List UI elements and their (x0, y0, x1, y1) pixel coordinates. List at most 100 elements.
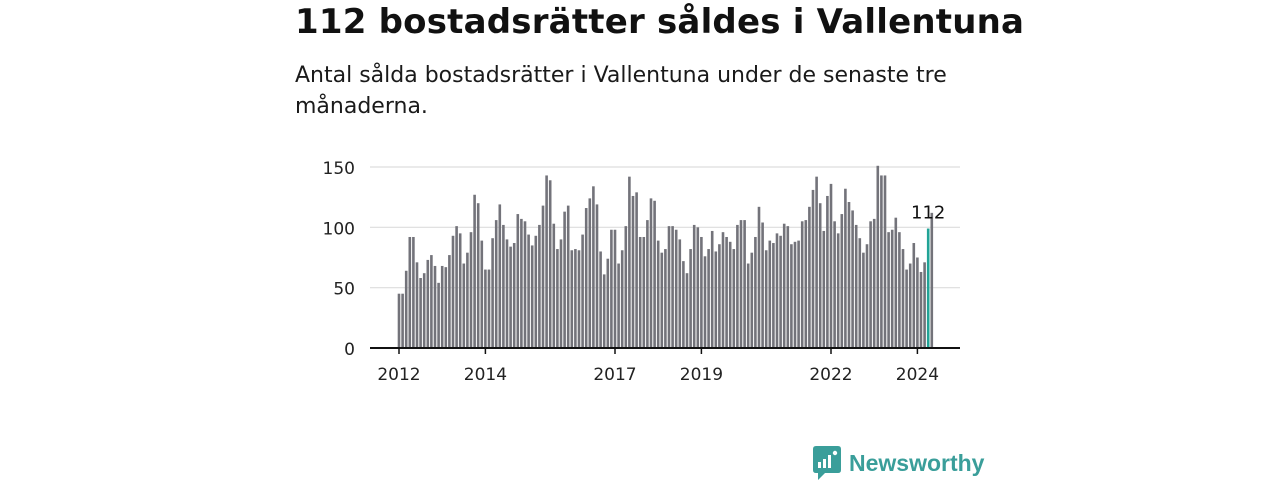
bar (718, 244, 721, 348)
bar (462, 263, 466, 348)
bar (894, 217, 898, 348)
bar (628, 176, 631, 348)
bar (876, 165, 880, 348)
bar (883, 175, 887, 348)
bar (455, 226, 458, 348)
bar (682, 261, 685, 348)
bar (570, 250, 574, 348)
bar (646, 220, 649, 348)
bar (689, 249, 692, 348)
bar (901, 249, 905, 348)
bar (703, 256, 707, 348)
bar (430, 255, 433, 348)
bar (419, 278, 422, 348)
bar (851, 210, 854, 348)
bar (905, 269, 908, 348)
bar (754, 236, 757, 348)
bar (779, 235, 782, 348)
bar (714, 251, 718, 348)
bar (898, 232, 901, 348)
bar (746, 263, 750, 348)
bar (725, 236, 728, 348)
highlight-bar (926, 228, 930, 348)
bar (829, 183, 833, 348)
bar (678, 239, 682, 348)
bar (552, 223, 556, 348)
x-tick-label: 2019 (680, 365, 723, 385)
bar (700, 236, 703, 348)
bar (804, 220, 808, 348)
bar (451, 235, 455, 348)
bar (732, 249, 736, 348)
brand-logo[interactable]: Newsworthy (813, 445, 984, 481)
bar (728, 241, 732, 348)
y-tick-label: 0 (344, 340, 355, 360)
bar (865, 244, 869, 348)
bar (671, 226, 674, 348)
bar (631, 195, 635, 348)
bar (509, 246, 512, 348)
bar (556, 249, 559, 348)
bar (581, 234, 584, 348)
bar (577, 250, 581, 348)
bar (923, 262, 926, 348)
bar (790, 244, 793, 348)
bar (743, 220, 746, 348)
bar (890, 229, 894, 348)
highlight-value-label: 112 (911, 203, 945, 224)
bar (710, 230, 714, 348)
y-tick-label: 50 (333, 280, 355, 300)
chart-title: 112 bostadsrätter såldes i Vallentuna (295, 2, 1025, 42)
bar (642, 236, 646, 348)
bar (433, 265, 437, 348)
bar (750, 252, 754, 348)
bar (559, 239, 563, 348)
bar (473, 194, 476, 348)
bar (617, 263, 620, 348)
bar (930, 212, 934, 348)
bar (635, 192, 638, 348)
y-tick-label: 150 (323, 159, 355, 179)
bar (595, 204, 599, 348)
bar (541, 205, 545, 348)
bar (404, 270, 408, 348)
bar (818, 203, 822, 348)
bar (696, 227, 700, 348)
bar (469, 232, 473, 348)
bar (487, 269, 491, 348)
bar (880, 175, 883, 348)
bar (847, 201, 851, 348)
x-tick-label: 2014 (464, 365, 507, 385)
bar (887, 232, 890, 348)
bar (437, 282, 440, 348)
bar (793, 241, 797, 348)
bar (872, 218, 876, 348)
bar (692, 224, 696, 348)
bar (426, 259, 430, 348)
bar (840, 214, 844, 348)
bar (523, 221, 527, 348)
bar (782, 223, 786, 348)
bar (512, 243, 516, 348)
bar (422, 273, 426, 348)
bar (527, 234, 530, 348)
bar (548, 180, 552, 348)
bar (736, 224, 739, 348)
bar (649, 198, 653, 348)
bar (516, 214, 520, 348)
bar (566, 205, 570, 348)
bar (563, 211, 566, 348)
bar (844, 188, 847, 348)
x-tick-label: 2017 (593, 365, 636, 385)
bar (498, 204, 502, 348)
bar (574, 249, 577, 348)
bar (854, 224, 858, 348)
bar (797, 240, 800, 348)
bar (826, 195, 829, 348)
bar (656, 240, 660, 348)
bar (800, 221, 804, 348)
bar (667, 226, 671, 348)
bar (768, 240, 772, 348)
bar (505, 239, 509, 348)
